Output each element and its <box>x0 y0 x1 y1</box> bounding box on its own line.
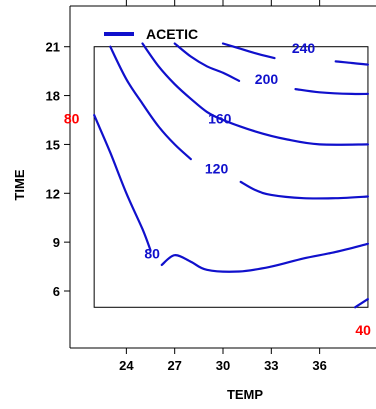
plot-region-box <box>93 46 369 308</box>
contour-label-160: 160 <box>208 110 232 126</box>
contour-line-240 <box>334 60 369 66</box>
contour-label-200: 200 <box>255 71 279 87</box>
contour-lines <box>93 42 369 309</box>
annotations: 80 40 <box>64 110 371 338</box>
contour-label-120: 120 <box>205 161 229 177</box>
x-axis-title: TEMP <box>227 387 263 402</box>
contour-line-120 <box>239 180 369 200</box>
annotation-40: 40 <box>355 322 371 338</box>
x-tick-label: 36 <box>312 358 326 373</box>
contour-line-80 <box>160 242 369 273</box>
contour-line-120 <box>109 45 192 161</box>
y-tick-label: 6 <box>53 284 60 299</box>
contour-line-200 <box>173 42 241 82</box>
x-tick-label: 33 <box>264 358 278 373</box>
contour-line-200 <box>294 88 369 96</box>
plot-region-rect <box>93 46 369 308</box>
y-axis-title: TIME <box>12 169 27 200</box>
x-axis: 24 27 30 33 36 <box>119 0 327 373</box>
y-tick-label: 18 <box>46 89 60 104</box>
contour-line-80 <box>93 114 152 252</box>
x-tick-label: 24 <box>119 358 134 373</box>
contour-label-240: 240 <box>292 40 316 56</box>
x-tick-label: 30 <box>216 358 230 373</box>
x-tick-label: 27 <box>167 358 181 373</box>
y-tick-label: 21 <box>46 40 60 55</box>
y-axis: 6 9 12 15 18 21 <box>46 40 70 299</box>
y-tick-label: 12 <box>46 186 60 201</box>
contour-label-80: 80 <box>144 245 160 261</box>
y-tick-label: 9 <box>53 235 60 250</box>
legend: ACETIC <box>104 26 198 42</box>
y-tick-label: 15 <box>46 137 60 152</box>
legend-label: ACETIC <box>146 26 198 42</box>
contour-labels: 80 120 160 200 240 <box>144 40 315 261</box>
contour-line-240 <box>221 42 276 60</box>
contour-line-160 <box>141 42 369 146</box>
contour-line <box>354 298 369 309</box>
annotation-80: 80 <box>64 110 80 126</box>
